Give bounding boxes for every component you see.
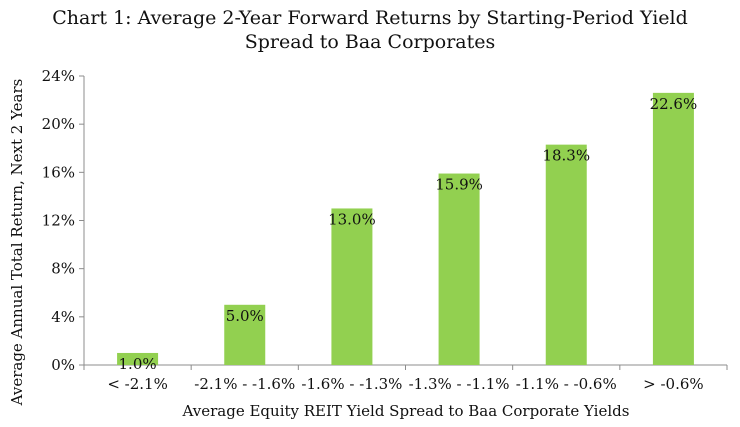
data-label: 5.0% [226, 307, 264, 325]
y-tick-label: 16% [42, 163, 75, 181]
bar [545, 144, 587, 365]
y-tick-label: 24% [42, 67, 75, 85]
data-label: 1.0% [119, 355, 157, 373]
data-label: 13.0% [328, 210, 376, 228]
chart-title-line-2: Spread to Baa Corporates [244, 31, 496, 53]
y-tick-label: 8% [51, 260, 75, 278]
bars [117, 92, 694, 365]
x-tick-label: < -2.1% [107, 375, 168, 393]
chart-title-line-1: Chart 1: Average 2-Year Forward Returns … [52, 7, 688, 29]
x-axis-title: Average Equity REIT Yield Spread to Baa … [182, 402, 630, 420]
data-labels: 1.0% 5.0% 13.0% 15.9% 18.3% 22.6% [119, 95, 698, 373]
y-axis: 0% 4% 8% 12% 16% 20% 24% [42, 67, 85, 374]
x-tick-label: -1.3% - -1.1% [409, 375, 510, 393]
data-label: 18.3% [542, 147, 590, 165]
x-tick-label: -1.1% - -0.6% [516, 375, 617, 393]
x-tick-label: -1.6% - -1.3% [301, 375, 402, 393]
y-axis-title: Average Annual Total Return, Next 2 Year… [8, 79, 26, 407]
x-axis: < -2.1% -2.1% - -1.6% -1.6% - -1.3% -1.3% -… [83, 364, 728, 393]
bar [117, 352, 159, 365]
x-tick-label: -2.1% - -1.6% [194, 375, 295, 393]
chart-title: Chart 1: Average 2-Year Forward Returns … [0, 6, 740, 54]
y-tick-label: 4% [51, 308, 75, 326]
y-tick-label: 20% [42, 115, 75, 133]
y-tick-label: 0% [51, 356, 75, 374]
data-label: 15.9% [435, 176, 483, 194]
x-tick-label: > -0.6% [643, 375, 704, 393]
bar [331, 208, 373, 365]
y-tick-label: 12% [42, 212, 75, 230]
bar [438, 173, 480, 365]
data-label: 22.6% [650, 95, 698, 113]
bar [224, 304, 266, 365]
bar [652, 92, 694, 365]
